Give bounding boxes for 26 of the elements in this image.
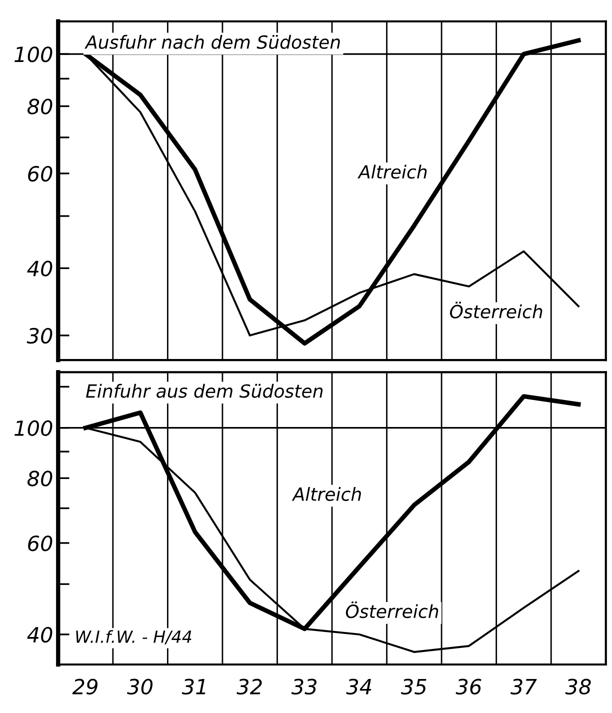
text: Altreich: [292, 486, 361, 501]
x-tick-label: 36: [456, 678, 482, 695]
text: Einfuhr aus dem Südosten: [86, 384, 323, 398]
y-tick-label: 40: [27, 260, 52, 276]
text: Ausfuhr nach dem Südosten: [84, 34, 340, 49]
y-tick-label: 100: [14, 46, 52, 62]
y-tick-label: 100: [14, 420, 52, 436]
y-tick-label: 40: [27, 626, 52, 643]
x-tick-label: 29: [72, 678, 98, 695]
y-tick-label: 80: [27, 470, 52, 486]
annotation: W.I.f.W. - H/44: [76, 630, 192, 644]
x-tick-label: 32: [236, 678, 262, 695]
series-label: Österreich: [346, 601, 438, 618]
x-tick-label: 38: [565, 678, 591, 695]
x-tick-label: 31: [182, 678, 206, 695]
y-tick-label: 80: [27, 98, 52, 114]
y-tick-label: 30: [26, 328, 52, 344]
x-tick-label: 30: [127, 678, 153, 695]
x-tick-label: 37: [510, 678, 537, 695]
y-tick-label: 60: [28, 166, 52, 182]
series-label: Altreich: [358, 164, 427, 179]
x-tick-label: 35: [400, 678, 426, 695]
x-tick-label: 34: [346, 678, 372, 695]
y-tick-label: 60: [28, 535, 52, 552]
series-label: Österreich: [450, 302, 542, 318]
x-tick-label: 33: [291, 678, 317, 695]
